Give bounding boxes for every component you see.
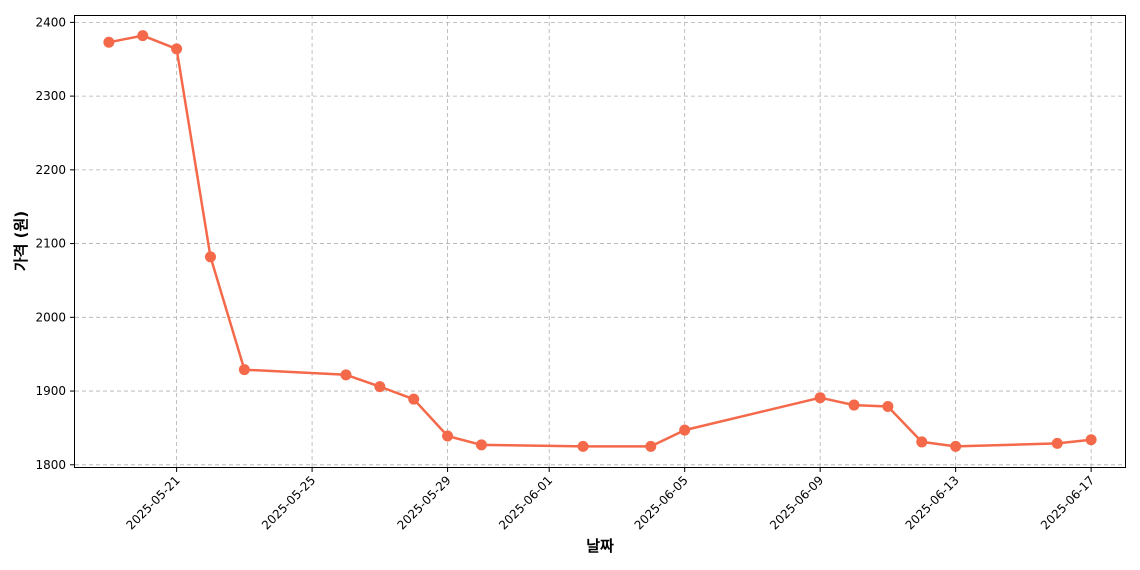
y-tick-label: 2100 xyxy=(35,237,66,251)
series-line xyxy=(107,34,1093,448)
data-point xyxy=(1085,434,1097,446)
x-tick-label: 2025-06-09 xyxy=(767,473,826,532)
x-tick-label: 2025-06-01 xyxy=(496,473,555,532)
data-point xyxy=(374,381,386,393)
y-tick-label: 2000 xyxy=(35,310,66,324)
x-tick-label: 2025-06-13 xyxy=(903,473,962,532)
data-point xyxy=(103,36,115,48)
x-tick-label: 2025-05-25 xyxy=(259,473,318,532)
data-point xyxy=(408,393,420,405)
data-point xyxy=(442,430,454,442)
grid xyxy=(75,15,1125,467)
data-point xyxy=(916,436,928,448)
data-point xyxy=(137,30,149,42)
y-axis: 1800 1900 2000 2100 2200 2300 2400 xyxy=(35,15,75,472)
x-tick-label: 2025-06-17 xyxy=(1038,473,1097,532)
y-axis-title: 가격 (원) xyxy=(12,211,30,271)
data-point xyxy=(645,440,657,452)
data-point xyxy=(814,392,826,404)
data-point xyxy=(679,424,691,436)
data-point xyxy=(340,369,352,381)
y-tick-label: 2400 xyxy=(35,15,66,29)
y-tick-label: 1900 xyxy=(35,384,66,398)
plot-frame xyxy=(74,15,1126,468)
data-point xyxy=(950,440,962,452)
series-layer xyxy=(103,30,1097,452)
y-tick-label: 1800 xyxy=(35,458,66,472)
x-tick-label: 2025-06-05 xyxy=(632,473,691,532)
y-tick-label: 2200 xyxy=(35,163,66,177)
y-tick-label: 2300 xyxy=(35,89,66,103)
data-point xyxy=(848,399,860,411)
data-point xyxy=(204,251,216,263)
data-point xyxy=(1051,437,1063,449)
data-point xyxy=(171,43,183,55)
data-point xyxy=(475,439,487,451)
x-axis-title: 날짜 xyxy=(586,537,614,555)
x-tick-label: 2025-05-21 xyxy=(124,473,183,532)
data-point xyxy=(882,401,894,413)
data-point xyxy=(577,440,589,452)
x-tick-label: 2025-05-29 xyxy=(394,473,453,532)
x-axis: 2025-05-21 2025-05-25 2025-05-29 2025-06-01… xyxy=(124,467,1097,532)
data-point xyxy=(238,364,250,376)
